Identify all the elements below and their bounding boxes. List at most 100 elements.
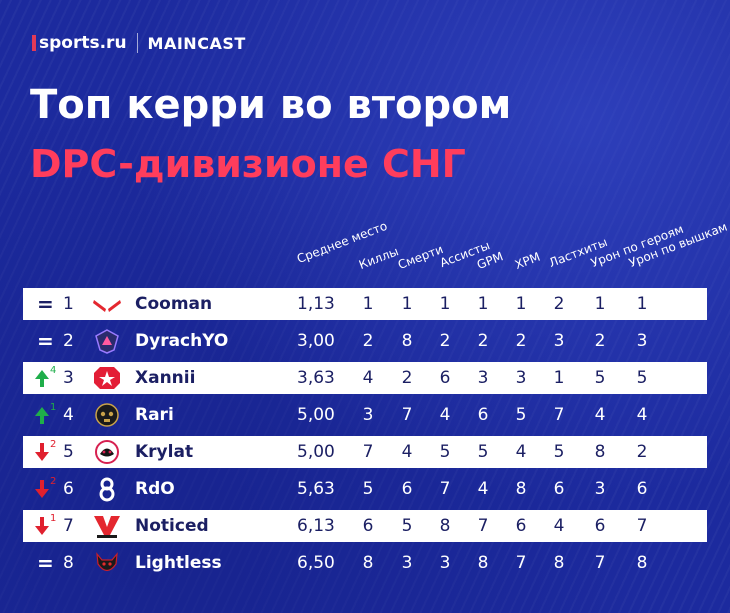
trend-indicator: 2 [31,473,59,505]
stat-gpm: 8 [477,553,489,573]
stat-gpm: 5 [477,442,489,462]
equal-icon: = [37,551,54,575]
gambit-logo-icon [91,365,123,391]
table-row: 1 4 Rari 5,00 3 7 4 6 5 7 4 4 [23,399,707,431]
avg-place: 1,13 [297,294,335,314]
stat-tower-dmg: 1 [636,294,648,314]
column-headers: Среднее место Киллы Смерти Ассисты GPM X… [0,0,730,290]
equal-icon: = [37,292,54,316]
arrow-down-icon [35,452,49,461]
stat-lasthits: 1 [553,368,565,388]
avg-place: 5,00 [297,442,335,462]
stat-kills: 7 [362,442,374,462]
stat-xpm: 5 [515,405,527,425]
stat-lasthits: 7 [553,405,565,425]
rank-change: 1 [50,402,57,413]
rank: 8 [63,553,74,573]
table-row: = 8 Lightless 6,50 8 3 3 8 7 8 7 8 [23,547,707,579]
player-name: Xannii [135,368,196,388]
stat-kills: 3 [362,405,374,425]
equal-icon: = [37,329,54,353]
vp-prodigy-logo-icon [91,513,123,539]
stat-assists: 7 [439,479,451,499]
rank: 5 [63,442,74,462]
avg-place: 5,63 [297,479,335,499]
stat-hero-dmg: 3 [594,479,606,499]
sports-logo-text: sports.ru [39,33,127,53]
stat-assists: 2 [439,331,451,351]
rank: 6 [63,479,74,499]
stat-assists: 1 [439,294,451,314]
arrow-up-stem [40,415,44,424]
arrow-down-stem [40,517,44,526]
arrow-up-icon [35,370,49,379]
stat-assists: 3 [439,553,451,573]
stat-deaths: 4 [401,442,413,462]
arrow-down-icon [35,526,49,535]
table-row: = 1 Cooman 1,13 1 1 1 1 1 2 1 1 [23,288,707,320]
stat-tower-dmg: 5 [636,368,648,388]
trend-indicator: = [31,288,59,320]
stat-tower-dmg: 7 [636,516,648,536]
stat-deaths: 8 [401,331,413,351]
player-name: Rari [135,405,174,425]
arrow-down-stem [40,480,44,489]
arrow-down-icon [35,489,49,498]
stat-tower-dmg: 8 [636,553,648,573]
stat-kills: 1 [362,294,374,314]
stat-hero-dmg: 2 [594,331,606,351]
stat-assists: 6 [439,368,451,388]
title-line-1: Топ керри во втором [30,82,512,128]
stat-hero-dmg: 7 [594,553,606,573]
stat-kills: 6 [362,516,374,536]
stat-xpm: 1 [515,294,527,314]
stat-deaths: 5 [401,516,413,536]
table-row: 2 6 RdO 5,63 5 6 7 4 8 6 3 6 [23,473,707,505]
stat-assists: 5 [439,442,451,462]
stat-kills: 5 [362,479,374,499]
stat-gpm: 1 [477,294,489,314]
stat-xpm: 8 [515,479,527,499]
stat-hero-dmg: 8 [594,442,606,462]
avg-place: 3,63 [297,368,335,388]
stat-hero-dmg: 4 [594,405,606,425]
stat-assists: 4 [439,405,451,425]
stat-hero-dmg: 1 [594,294,606,314]
rank-change: 2 [50,439,57,450]
stat-gpm: 4 [477,479,489,499]
stat-lasthits: 8 [553,553,565,573]
player-name: Krylat [135,442,194,462]
skull-logo-icon [91,402,123,428]
stat-deaths: 3 [401,553,413,573]
arrow-down-stem [40,443,44,452]
trend-indicator: 4 [31,362,59,394]
stat-xpm: 7 [515,553,527,573]
round-logo-icon [91,439,123,465]
virtus-pro-like-logo-icon [91,291,123,317]
stat-kills: 8 [362,553,374,573]
rank: 4 [63,405,74,425]
stat-lasthits: 3 [553,331,565,351]
avg-place: 6,13 [297,516,335,536]
demon-logo-icon [91,550,123,576]
table-row: 4 3 Xannii 3,63 4 2 6 3 3 1 5 5 [23,362,707,394]
trend-indicator: = [31,325,59,357]
stat-xpm: 2 [515,331,527,351]
stat-gpm: 6 [477,405,489,425]
stat-tower-dmg: 3 [636,331,648,351]
stat-gpm: 2 [477,331,489,351]
col-header-kills: Киллы [356,244,401,272]
trend-indicator: = [31,547,59,579]
rank-change: 1 [50,513,57,524]
brand-header: sports.ru MAINCAST [32,30,246,56]
stat-deaths: 2 [401,368,413,388]
stat-xpm: 6 [515,516,527,536]
arrow-up-icon [35,407,49,416]
player-name: Noticed [135,516,209,536]
rank-change: 4 [50,365,57,376]
table-row: 1 7 Noticed 6,13 6 5 8 7 6 4 6 7 [23,510,707,542]
table-row: = 2 DyrachYO 3,00 2 8 2 2 2 3 2 3 [23,325,707,357]
rank: 3 [63,368,74,388]
table-row: 2 5 Krylat 5,00 7 4 5 5 4 5 8 2 [23,436,707,468]
maincast-logo: MAINCAST [147,33,246,53]
